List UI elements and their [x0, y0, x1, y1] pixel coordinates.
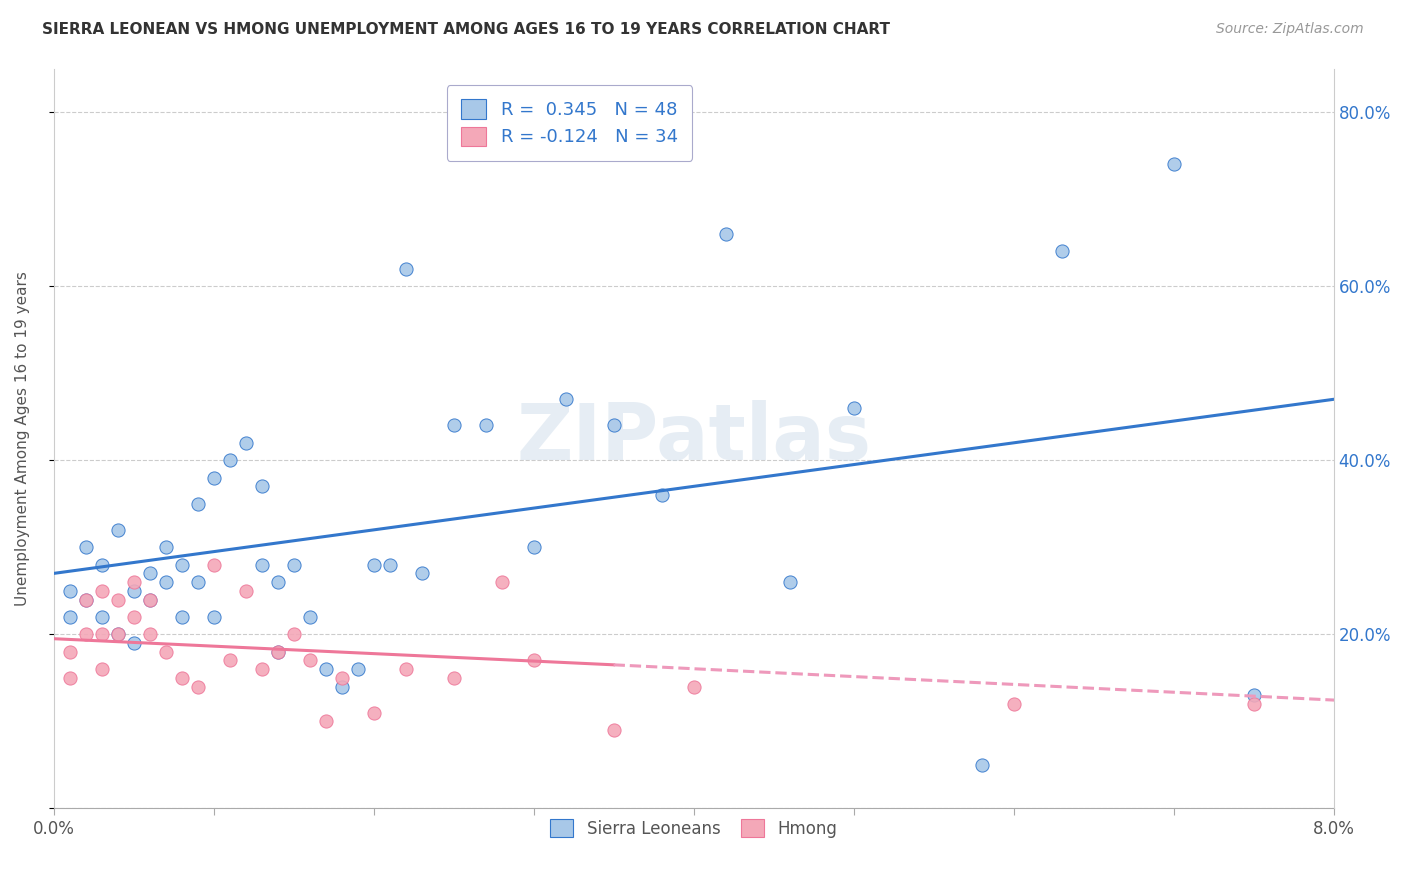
Point: [1243, 688, 1265, 702]
Point: [138, 627, 160, 641]
Point: [651, 488, 673, 502]
Point: [90, 610, 112, 624]
Point: [394, 261, 416, 276]
Point: [122, 610, 145, 624]
Point: [1243, 697, 1265, 711]
Point: [250, 662, 273, 676]
Point: [523, 541, 546, 555]
Point: [107, 592, 129, 607]
Point: [122, 636, 145, 650]
Point: [75, 627, 97, 641]
Point: [443, 671, 465, 685]
Point: [491, 575, 513, 590]
Point: [1050, 244, 1073, 259]
Point: [714, 227, 737, 241]
Point: [346, 662, 368, 676]
Point: [90, 662, 112, 676]
Point: [122, 575, 145, 590]
Point: [411, 566, 433, 581]
Point: [187, 680, 209, 694]
Point: [122, 583, 145, 598]
Point: [170, 671, 193, 685]
Legend: Sierra Leoneans, Hmong: Sierra Leoneans, Hmong: [544, 813, 844, 845]
Point: [363, 558, 385, 572]
Point: [330, 680, 353, 694]
Point: [59, 645, 82, 659]
Point: [202, 558, 225, 572]
Point: [298, 653, 321, 667]
Point: [107, 523, 129, 537]
Point: [443, 418, 465, 433]
Point: [59, 671, 82, 685]
Point: [138, 592, 160, 607]
Point: [218, 653, 240, 667]
Text: Source: ZipAtlas.com: Source: ZipAtlas.com: [1216, 22, 1364, 37]
Text: SIERRA LEONEAN VS HMONG UNEMPLOYMENT AMONG AGES 16 TO 19 YEARS CORRELATION CHART: SIERRA LEONEAN VS HMONG UNEMPLOYMENT AMO…: [42, 22, 890, 37]
Point: [298, 610, 321, 624]
Point: [394, 662, 416, 676]
Point: [315, 714, 337, 729]
Point: [554, 392, 576, 407]
Point: [283, 558, 305, 572]
Point: [90, 558, 112, 572]
Point: [155, 575, 177, 590]
Point: [250, 558, 273, 572]
Point: [266, 575, 288, 590]
Point: [218, 453, 240, 467]
Point: [155, 645, 177, 659]
Point: [170, 610, 193, 624]
Point: [602, 418, 624, 433]
Text: ZIPatlas: ZIPatlas: [516, 401, 872, 476]
Point: [842, 401, 865, 415]
Point: [235, 435, 257, 450]
Point: [59, 583, 82, 598]
Point: [266, 645, 288, 659]
Point: [138, 592, 160, 607]
Point: [315, 662, 337, 676]
Point: [779, 575, 801, 590]
Point: [107, 627, 129, 641]
Point: [1002, 697, 1025, 711]
Point: [138, 566, 160, 581]
Point: [75, 592, 97, 607]
Point: [283, 627, 305, 641]
Point: [523, 653, 546, 667]
Point: [107, 627, 129, 641]
Point: [155, 541, 177, 555]
Point: [474, 418, 496, 433]
Y-axis label: Unemployment Among Ages 16 to 19 years: Unemployment Among Ages 16 to 19 years: [15, 271, 30, 606]
Point: [202, 470, 225, 484]
Point: [970, 758, 993, 772]
Point: [90, 627, 112, 641]
Point: [1163, 157, 1185, 171]
Point: [235, 583, 257, 598]
Point: [202, 610, 225, 624]
Point: [266, 645, 288, 659]
Point: [170, 558, 193, 572]
Point: [75, 541, 97, 555]
Point: [187, 497, 209, 511]
Point: [90, 583, 112, 598]
Point: [75, 592, 97, 607]
Point: [682, 680, 704, 694]
Point: [59, 610, 82, 624]
Point: [602, 723, 624, 737]
Point: [378, 558, 401, 572]
Point: [330, 671, 353, 685]
Point: [250, 479, 273, 493]
Point: [363, 706, 385, 720]
Point: [187, 575, 209, 590]
